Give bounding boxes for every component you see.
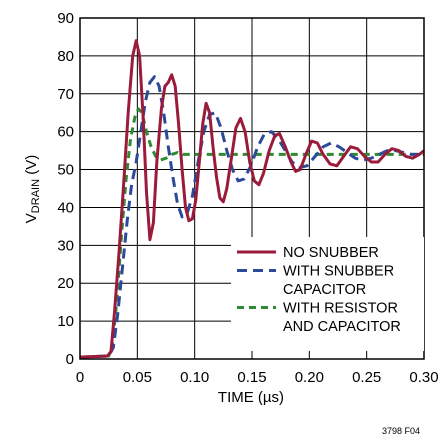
legend-label: AND CAPACITOR [283,319,401,335]
y-axis-title-unit: (V) [23,155,40,179]
figure-id: 3798 F04 [382,426,420,436]
y-tick-label: 0 [66,351,74,368]
legend-background [231,237,424,351]
y-axis-title-main: V [23,213,40,223]
y-tick-label: 30 [57,237,74,254]
legend-label: WITH SNUBBER [283,264,394,280]
x-tick-label: 0 [76,369,84,386]
x-tick-label: 0.15 [237,369,266,386]
y-tick-label: 70 [57,86,74,103]
x-tick-label: 0.25 [352,369,381,386]
tick-labels: 0 0.05 0.10 0.15 0.20 0.25 0.30 0 10 20 30 40 50 60 70… [57,10,438,386]
y-tick-label: 10 [57,313,74,330]
plot-frame [79,17,425,360]
y-axis-title-sub: DRAIN [30,179,42,213]
legend-label: WITH RESISTOR [283,301,398,317]
y-tick-label: 80 [57,48,74,65]
x-tick-label: 0.10 [180,369,209,386]
y-tick-label: 60 [57,124,74,141]
series-layer [79,39,425,359]
legend-label: CAPACITOR [283,282,366,298]
x-tick-label: 0.30 [409,369,438,386]
y-tick-label: 50 [57,162,74,179]
legend-label: NO SNUBBER [283,245,379,261]
y-axis-title: VDRAIN (V) [23,155,42,223]
x-tick-label: 0.05 [123,369,152,386]
y-tick-label: 20 [57,275,74,292]
legend: NO SNUBBER WITH SNUBBER CAPACITOR WITH RESI… [231,237,424,351]
y-tick-label: 40 [57,199,74,216]
x-axis-title: TIME (µs) [218,389,284,406]
plot-border [79,17,425,360]
y-tick-label: 90 [57,10,74,27]
series-line [79,39,425,359]
x-tick-label: 0.20 [295,369,324,386]
